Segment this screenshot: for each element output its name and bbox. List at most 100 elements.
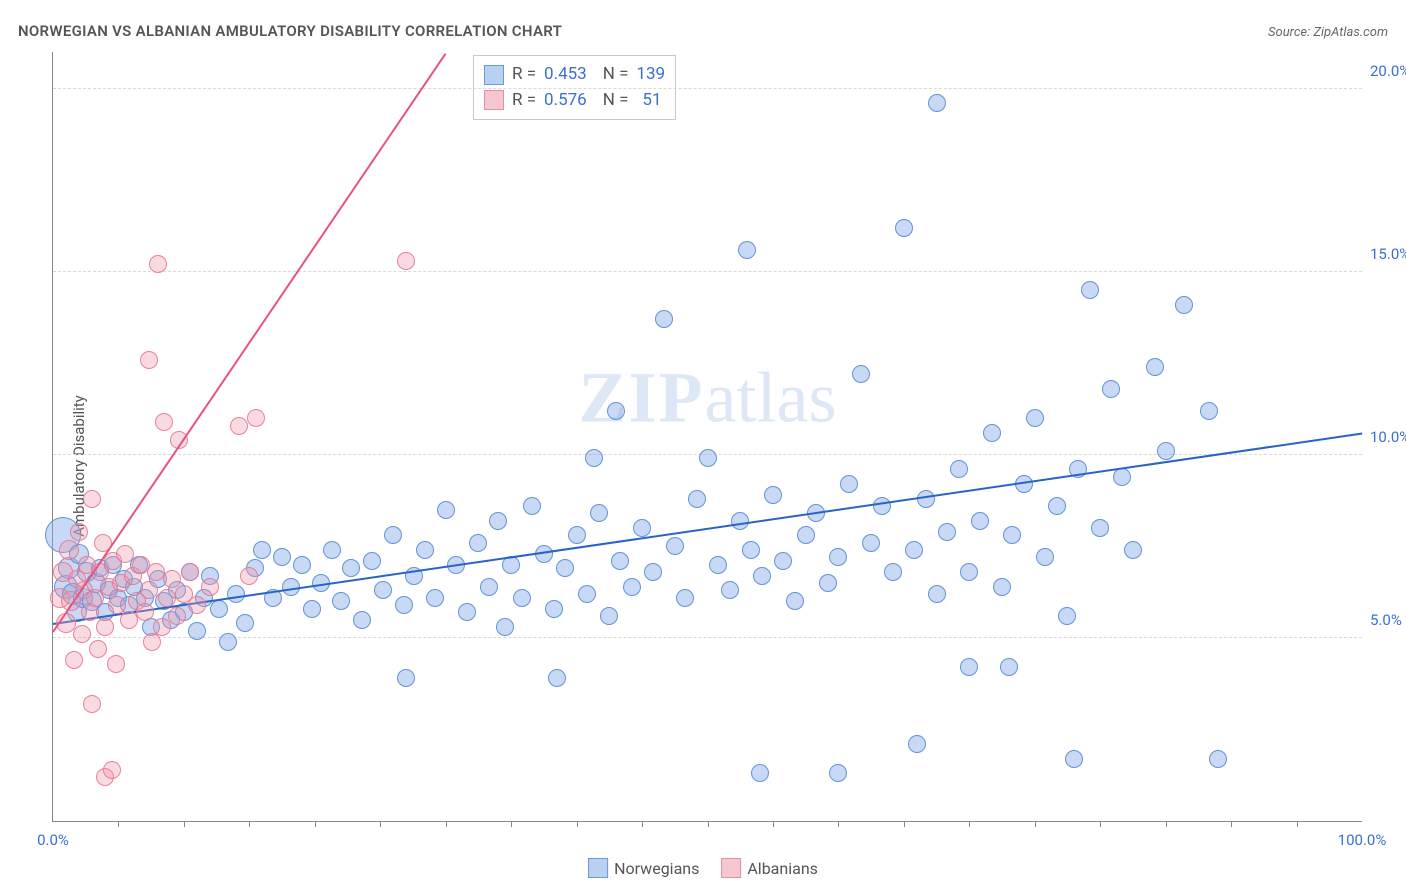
stat-n-label: N = [603, 62, 629, 88]
data-point [496, 618, 514, 636]
data-point [738, 241, 756, 259]
data-point [469, 534, 487, 552]
data-point [83, 490, 101, 508]
data-point [426, 589, 444, 607]
data-point [1003, 526, 1021, 544]
data-point [59, 540, 79, 560]
data-point [96, 618, 114, 636]
data-point [950, 460, 968, 478]
swatch-blue-icon [588, 858, 608, 878]
data-point [1175, 296, 1193, 314]
data-point [236, 614, 254, 632]
data-point [852, 365, 870, 383]
data-point [149, 255, 167, 273]
data-point [437, 501, 455, 519]
data-point [908, 735, 926, 753]
x-tick [1035, 821, 1036, 827]
data-point [395, 596, 413, 614]
data-point [273, 548, 291, 566]
data-point [742, 541, 760, 559]
data-point [513, 589, 531, 607]
data-point [1081, 281, 1099, 299]
data-point [253, 541, 271, 559]
data-point [332, 592, 350, 610]
watermark-bold: ZIP [579, 358, 705, 438]
data-point [873, 497, 891, 515]
data-point [363, 552, 381, 570]
stats-row-norwegians: R = 0.453 N = 139 [484, 62, 665, 88]
data-point [1157, 442, 1175, 460]
data-point [829, 764, 847, 782]
data-point [633, 519, 651, 537]
swatch-blue-icon [484, 65, 504, 85]
data-point [862, 534, 880, 552]
y-tick-label: 15.0% [1370, 245, 1406, 263]
trendline [52, 52, 446, 632]
data-point [181, 563, 199, 581]
watermark: ZIPatlas [579, 357, 837, 440]
x-tick-label: 100.0% [1338, 831, 1387, 849]
data-point [905, 541, 923, 559]
data-point [611, 552, 629, 570]
data-point [938, 523, 956, 541]
swatch-pink-icon [484, 90, 504, 110]
data-point [623, 578, 641, 596]
data-point [155, 413, 173, 431]
data-point [140, 351, 158, 369]
stat-r-label: R = [512, 88, 536, 114]
data-point [1113, 468, 1131, 486]
data-point [374, 581, 392, 599]
data-point [731, 512, 749, 530]
gridline [53, 271, 1362, 272]
stat-n-value: 51 [642, 88, 661, 114]
data-point [168, 607, 186, 625]
gridline [53, 637, 1362, 638]
data-point [578, 585, 596, 603]
y-tick-label: 10.0% [1370, 428, 1406, 446]
data-point [884, 563, 902, 581]
data-point [786, 592, 804, 610]
data-point [1058, 607, 1076, 625]
data-point [1209, 750, 1227, 768]
data-point [774, 552, 792, 570]
data-point [928, 94, 946, 112]
data-point [103, 761, 121, 779]
x-tick [249, 821, 250, 827]
data-point [548, 669, 566, 687]
data-point [971, 512, 989, 530]
x-tick [577, 821, 578, 827]
x-tick [838, 821, 839, 827]
data-point [384, 526, 402, 544]
data-point [116, 545, 134, 563]
data-point [1065, 750, 1083, 768]
data-point [65, 651, 83, 669]
source-name: ZipAtlas.com [1313, 25, 1388, 40]
data-point [153, 618, 171, 636]
data-point [721, 581, 739, 599]
gridline [53, 88, 1362, 89]
x-tick [446, 821, 447, 827]
header: NORWEGIAN VS ALBANIAN AMBULATORY DISABIL… [0, 0, 1406, 40]
data-point [458, 603, 476, 621]
x-tick [1231, 821, 1232, 827]
x-tick [1297, 821, 1298, 827]
data-point [342, 559, 360, 577]
legend-item-albanians: Albanians [721, 858, 818, 878]
data-point [819, 574, 837, 592]
data-point [416, 541, 434, 559]
data-point [960, 658, 978, 676]
data-point [247, 409, 265, 427]
chart-title: NORWEGIAN VS ALBANIAN AMBULATORY DISABIL… [18, 22, 562, 40]
stat-n-label: N = [603, 88, 629, 114]
y-tick-label: 20.0% [1370, 62, 1406, 80]
x-tick [511, 821, 512, 827]
data-point [397, 669, 415, 687]
x-tick [380, 821, 381, 827]
data-point [158, 589, 176, 607]
data-point [568, 526, 586, 544]
data-point [753, 567, 771, 585]
x-tick [969, 821, 970, 827]
data-point [797, 526, 815, 544]
stat-r-value: 0.453 [544, 62, 587, 88]
data-point [751, 764, 769, 782]
